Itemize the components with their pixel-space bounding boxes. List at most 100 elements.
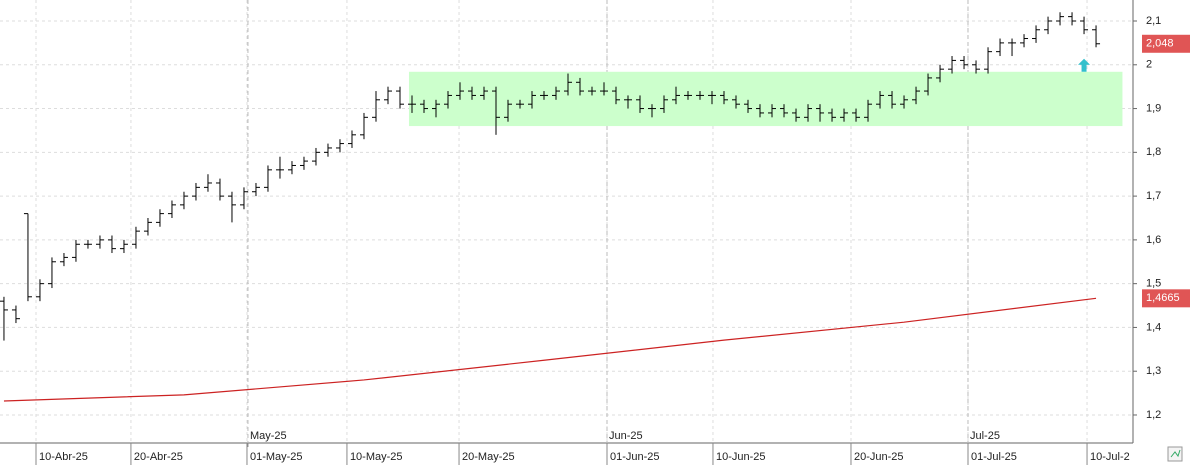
ohlc-bar	[239, 187, 248, 210]
ohlc-bar	[179, 191, 188, 210]
ohlc-bar	[203, 174, 212, 192]
ohlc-bar	[852, 108, 861, 122]
ohlc-bar	[576, 77, 585, 96]
y-tick-label: 1,6	[1146, 234, 1161, 246]
ohlc-bar	[1032, 25, 1041, 43]
ohlc-bar	[167, 200, 176, 218]
ohlc-bar	[792, 108, 801, 122]
ohlc-bar	[551, 86, 560, 100]
ohlc-bar	[828, 108, 837, 122]
ohlc-bar	[0, 296, 8, 341]
x-tick-label: 20-Abr-25	[134, 451, 183, 463]
ohlc-bar	[720, 91, 729, 105]
signal-arrow	[1078, 58, 1091, 72]
y-tick-label: 1,8	[1146, 146, 1161, 158]
ohlc-bar	[1008, 38, 1017, 57]
y-tick-label: 1,5	[1146, 278, 1161, 290]
ohlc-bar	[636, 95, 645, 113]
ohlc-bar	[672, 86, 681, 105]
ohlc-bar	[155, 209, 164, 227]
ohlc-bar	[371, 91, 380, 122]
ohlc-bar	[311, 147, 320, 166]
ohlc-bar	[491, 86, 500, 135]
ohlc-bar	[275, 156, 284, 179]
ohlc-bar	[467, 86, 476, 100]
x-tick-label: 01-Jun-25	[610, 451, 660, 463]
month-label: May-25	[250, 430, 287, 442]
ohlc-bar	[744, 99, 753, 113]
ohlc-bar	[588, 86, 597, 96]
ohlc-bar	[71, 239, 80, 262]
ohlc-bar	[780, 104, 789, 118]
ohlc-bar	[948, 56, 957, 74]
ohlc-bar	[191, 182, 200, 201]
ohlc-bar	[936, 64, 945, 83]
x-tick-label: 10-May-25	[350, 451, 403, 463]
ohlc-bar	[888, 91, 897, 109]
x-tick-label: 20-Jun-25	[854, 451, 904, 463]
ohlc-bar	[119, 239, 128, 254]
ohlc-bar	[1044, 16, 1053, 35]
corner-icon	[1170, 449, 1181, 458]
x-tick-label: 20-May-25	[462, 451, 515, 463]
x-tick-label: 10-Jun-25	[716, 451, 766, 463]
ohlc-bar	[527, 91, 536, 109]
ohlc-bar	[359, 112, 368, 140]
ohlc-bar	[299, 156, 308, 170]
ohlc-bar	[804, 104, 813, 122]
ohlc-bar	[648, 104, 657, 118]
ohlc-bar	[1020, 34, 1029, 48]
ohlc-bar	[47, 257, 56, 289]
ohlc-bar	[83, 239, 92, 249]
price-label: 2,048	[1146, 38, 1174, 50]
ohlc-bar	[876, 91, 885, 109]
y-tick-label: 1,3	[1146, 365, 1161, 377]
ohlc-bar	[1080, 16, 1089, 35]
ohlc-bar	[335, 139, 344, 153]
ohlc-bar	[407, 95, 416, 113]
ohlc-bar	[684, 91, 693, 100]
ohlc-bar	[972, 60, 981, 74]
ohlc-bar	[215, 178, 224, 201]
ohlc-bar	[11, 305, 20, 324]
ohlc-bar	[840, 108, 849, 122]
x-tick-label: 10-Abr-25	[39, 451, 88, 463]
ohlc-bar	[95, 235, 104, 249]
ohlc-bar	[1056, 12, 1065, 26]
moving-average-line	[3, 297, 1097, 402]
x-tick-label: 01-May-25	[250, 451, 303, 463]
ohlc-bar	[263, 165, 272, 192]
ohlc-bar	[107, 235, 116, 254]
corner-button[interactable]	[1167, 446, 1183, 462]
price-label-box	[1142, 34, 1190, 53]
x-tick-label: 10-Jul-2	[1090, 451, 1130, 463]
ohlc-bar	[960, 56, 969, 70]
ohlc-bar	[1068, 12, 1077, 26]
zone	[408, 71, 1123, 127]
ohlc-bar	[347, 130, 356, 148]
y-tick-label: 1,7	[1146, 190, 1161, 202]
ohlc-bar	[503, 99, 512, 122]
plot-area	[0, 0, 1133, 443]
ohlc-bar	[624, 95, 633, 109]
ohlc-bar	[251, 182, 260, 197]
ohlc-bar	[539, 91, 548, 100]
ohlc-bar	[864, 99, 873, 122]
ohlc-bar	[732, 95, 741, 109]
ohlc-bar	[912, 86, 921, 105]
ohlc-bar	[383, 86, 392, 105]
y-tick-label: 1,2	[1146, 409, 1161, 421]
ohlc-bar	[660, 95, 669, 113]
ohlc-bar	[900, 95, 909, 109]
ohlc-bar	[996, 38, 1005, 57]
ohlc-bar	[59, 253, 68, 267]
ohlc-bar	[515, 99, 524, 109]
y-tick-label: 1,9	[1146, 102, 1161, 114]
ohlc-bar	[131, 226, 140, 249]
ohlc-bar	[924, 73, 933, 96]
ohlc-bar	[600, 82, 609, 96]
ohlc-bar	[768, 104, 777, 118]
ohlc-bar	[431, 99, 440, 118]
y-tick-label: 2,1	[1146, 15, 1161, 27]
